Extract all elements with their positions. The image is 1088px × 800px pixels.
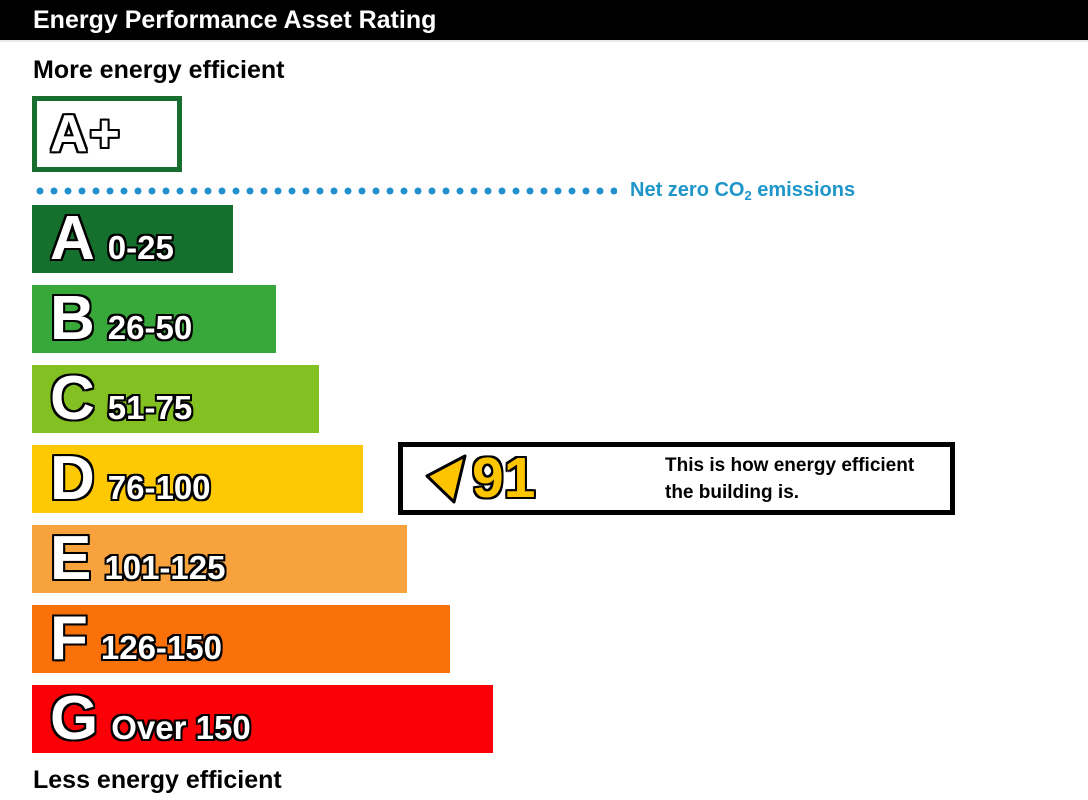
current-rating-indicator: 91 This is how energy efficient the buil… — [398, 442, 955, 515]
band-row-a: A 0-25 — [32, 205, 1056, 273]
band-range-c: 51-75 — [107, 389, 193, 426]
net-zero-row: Net zero CO2 emissions — [33, 179, 1088, 203]
band-row-c: C 51-75 — [32, 365, 1056, 433]
band-bar-e: E 101-125 — [32, 525, 407, 593]
rating-arrow-wrap — [424, 454, 470, 504]
band-letter-d: D — [50, 444, 95, 513]
band-range-f: 126-150 — [100, 629, 222, 666]
band-bar-c: C 51-75 — [32, 365, 319, 433]
band-row-e: E 101-125 — [32, 525, 1056, 593]
band-row-b: B 26-50 — [32, 285, 1056, 353]
rating-value: 91 — [472, 446, 536, 510]
net-zero-text-suffix: emissions — [751, 179, 856, 201]
band-range-d: 76-100 — [107, 469, 211, 506]
rating-scale: A 0-25 B 26-50 C 51-75 D 76-100 91 — [32, 205, 1056, 753]
rating-arrow-icon — [425, 454, 467, 503]
page-title: Energy Performance Asset Rating — [33, 5, 437, 34]
net-zero-subscript: 2 — [744, 188, 752, 203]
less-efficient-label: Less energy efficient — [33, 766, 282, 794]
net-zero-dotted-line — [33, 187, 617, 195]
a-plus-band: A+ — [32, 96, 182, 172]
band-range-b: 26-50 — [107, 309, 193, 346]
band-range-a: 0-25 — [107, 229, 174, 266]
band-letter-c: C — [50, 364, 95, 433]
net-zero-text-prefix: Net zero CO — [630, 179, 745, 201]
band-letter-f: F — [50, 604, 88, 673]
band-range-g: Over 150 — [111, 709, 251, 746]
a-plus-label: A+ — [50, 105, 122, 163]
band-bar-d: D 76-100 — [32, 445, 363, 513]
band-bar-g: G Over 150 — [32, 685, 493, 753]
more-efficient-label: More energy efficient — [33, 56, 285, 84]
rating-description-line1: This is how energy efficient — [665, 454, 915, 476]
band-letter-a: A — [50, 204, 95, 273]
band-row-d: D 76-100 91 This is how energy efficient… — [32, 442, 1056, 515]
band-row-f: F 126-150 — [32, 605, 1056, 673]
rating-description: This is how energy efficient the buildin… — [665, 452, 935, 506]
band-row-g: G Over 150 — [32, 685, 1056, 753]
band-range-e: 101-125 — [104, 549, 226, 586]
band-letter-g: G — [50, 684, 99, 753]
net-zero-label: Net zero CO2 emissions — [630, 179, 855, 203]
band-bar-f: F 126-150 — [32, 605, 450, 673]
title-bar: Energy Performance Asset Rating — [0, 0, 1088, 42]
rating-description-line2: the building is. — [665, 481, 800, 503]
band-bar-a: A 0-25 — [32, 205, 233, 273]
band-letter-b: B — [50, 284, 95, 353]
band-letter-e: E — [50, 524, 92, 593]
band-bar-b: B 26-50 — [32, 285, 276, 353]
